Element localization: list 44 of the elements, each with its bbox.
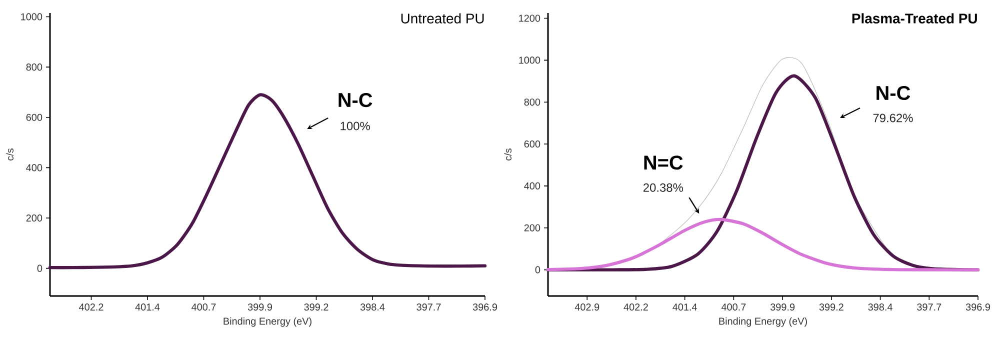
line-series: [48, 93, 487, 270]
line-series: [546, 218, 980, 272]
x-tick-label: 399.2: [304, 304, 328, 311]
x-tick-label: 401.4: [672, 304, 697, 311]
x-tick-label: 396.9: [472, 304, 497, 311]
annotation: 100%: [340, 122, 370, 130]
y-tick-label: 600: [524, 140, 540, 148]
x-tick-label: 402.2: [79, 304, 104, 311]
x-tick-label: 399.9: [770, 304, 795, 311]
y-tick-label: 400: [524, 182, 540, 190]
y-tick-label: 0: [535, 266, 540, 274]
annotation: 20.38%: [643, 183, 683, 192]
x-tick-label: 396.9: [966, 304, 990, 311]
annotation: N=C: [644, 156, 683, 170]
y-axis-title: c/s: [6, 148, 14, 160]
x-tick-label: 400.7: [721, 304, 746, 311]
x-tick-label: 397.7: [917, 304, 942, 311]
y-tick-label: 1200: [519, 14, 540, 22]
annotation: 79.62%: [873, 114, 913, 122]
x-tick-label: 398.4: [360, 304, 385, 311]
y-tick-label: 400: [26, 164, 42, 172]
x-tick-label: 399.2: [819, 304, 844, 311]
x-tick-label: 397.7: [416, 304, 441, 311]
x-axis-title: Binding Energy (eV): [719, 317, 807, 327]
x-tick-label: 400.7: [192, 304, 216, 311]
y-tick-label: 200: [524, 224, 540, 232]
annotation: N-C: [876, 86, 910, 100]
annotation: N-C: [338, 92, 372, 108]
y-tick-label: 1000: [21, 13, 42, 20]
chart-title: Untreated PU: [401, 13, 484, 24]
y-tick-label: 0: [37, 264, 42, 272]
y-tick-label: 800: [26, 64, 42, 71]
x-tick-label: 401.4: [135, 304, 160, 311]
y-tick-label: 600: [26, 114, 42, 121]
y-tick-label: 1000: [519, 56, 540, 64]
y-tick-label: 200: [26, 214, 42, 222]
x-axis-title: Binding Energy (eV): [224, 317, 312, 327]
x-tick-label: 402.2: [624, 304, 648, 311]
x-tick-label: 399.9: [248, 304, 272, 311]
y-tick-label: 800: [524, 98, 540, 106]
x-tick-label: 402.9: [574, 304, 600, 311]
y-axis-title: c/s: [504, 148, 512, 160]
chart-title: Plasma-Treated PU: [852, 13, 977, 24]
x-tick-label: 398.4: [868, 304, 892, 311]
